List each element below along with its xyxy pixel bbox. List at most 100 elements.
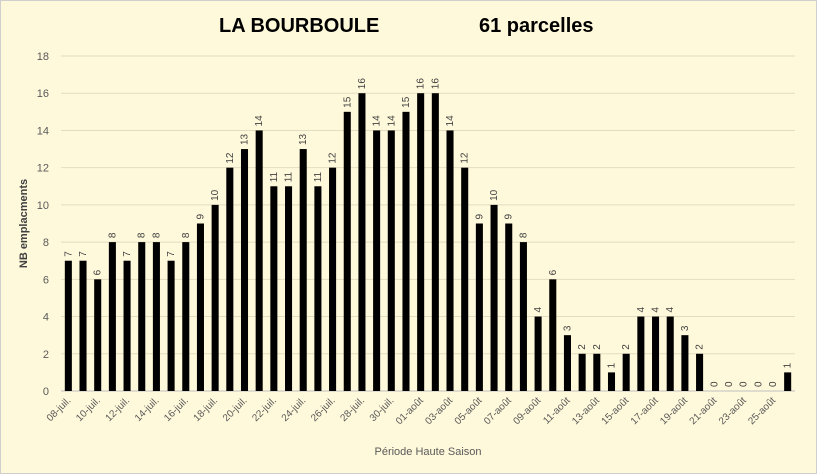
bar	[358, 93, 366, 391]
x-tick-label: 23-août	[717, 395, 749, 427]
bar	[505, 223, 513, 391]
x-tick-label: 21-août	[688, 395, 720, 427]
bar	[285, 186, 293, 391]
data-label: 11	[269, 171, 280, 182]
bar	[167, 260, 175, 391]
bar	[519, 242, 527, 391]
bar	[549, 279, 557, 391]
y-tick-label: 14	[37, 125, 49, 137]
x-tick-label: 13-août	[570, 395, 602, 427]
bar	[152, 242, 160, 391]
data-label: 16	[357, 78, 368, 90]
data-label: 11	[284, 171, 295, 182]
y-tick-label: 6	[43, 274, 49, 286]
data-label: 6	[93, 269, 104, 275]
data-label: 15	[401, 96, 412, 108]
bar	[329, 167, 337, 391]
data-label: 1	[607, 362, 618, 368]
data-label: 8	[137, 232, 148, 238]
data-label: 12	[328, 152, 339, 164]
y-axis-title: NB emplacments	[18, 179, 30, 268]
bar	[417, 93, 425, 391]
data-label: 14	[254, 115, 265, 127]
x-tick-label: 01-août	[394, 395, 426, 427]
data-label: 9	[474, 214, 485, 220]
data-label: 14	[386, 115, 397, 127]
x-tick-label: 16-juil.	[162, 395, 191, 424]
x-axis-ticks: 08-juil. 10-juil. 12-juil. 14-juil. 16-juil.…	[45, 395, 778, 427]
x-tick-label: 17-août	[629, 395, 661, 427]
data-label: 6	[548, 269, 559, 275]
data-label: 2	[577, 344, 588, 350]
bar	[402, 111, 410, 391]
x-tick-label: 19-août	[658, 395, 690, 427]
x-tick-label: 28-juil.	[338, 395, 367, 424]
x-tick-label: 08-juil.	[45, 395, 74, 424]
bar	[64, 260, 72, 391]
y-tick-label: 16	[37, 88, 49, 100]
data-label: 10	[489, 189, 500, 201]
x-tick-label: 22-juil.	[250, 395, 279, 424]
data-label: 4	[636, 307, 647, 313]
x-tick-label: 03-août	[423, 395, 455, 427]
x-tick-label: 30-juil.	[368, 395, 397, 424]
y-axis-ticks: 0 2 4 6 8 10 12 14 16 18	[37, 51, 49, 398]
bar	[373, 130, 381, 391]
data-label: 0	[709, 381, 720, 387]
data-label: 15	[342, 96, 353, 108]
data-label: 2	[621, 344, 632, 350]
bar	[211, 204, 219, 391]
chart-subtitle: 61 parcelles	[479, 15, 594, 37]
data-label: 13	[298, 133, 309, 145]
data-label: 14	[372, 115, 383, 127]
bar	[681, 335, 689, 391]
data-label: 3	[680, 325, 691, 331]
bar	[607, 372, 616, 391]
bar	[475, 223, 483, 391]
y-tick-label: 0	[43, 386, 49, 398]
data-label: 4	[665, 307, 676, 313]
x-tick-label: 14-juil.	[133, 395, 162, 424]
y-tick-label: 18	[37, 51, 49, 63]
bar	[270, 186, 278, 391]
chart-title: LA BOURBOULE	[219, 15, 380, 37]
data-label: 9	[504, 214, 515, 220]
bar	[138, 242, 146, 391]
x-tick-label: 20-juil.	[221, 395, 250, 424]
bar	[622, 353, 630, 391]
bar	[108, 242, 116, 391]
data-label: 9	[195, 214, 206, 220]
x-axis-title: Période Haute Saison	[374, 446, 481, 458]
data-label: 7	[63, 251, 74, 257]
x-tick-label: 11-août	[541, 395, 572, 426]
data-label: 0	[724, 381, 735, 387]
x-tick-label: 07-août	[482, 395, 514, 427]
bar	[666, 316, 674, 391]
bar	[563, 335, 571, 391]
bar	[784, 372, 792, 391]
data-label: 7	[78, 251, 89, 257]
bar	[343, 111, 351, 391]
data-label: 8	[107, 232, 118, 238]
x-tick-label: 24-juil.	[280, 395, 309, 424]
x-tick-label: 09-août	[511, 395, 543, 427]
data-label: 8	[518, 232, 529, 238]
data-label: 7	[166, 251, 177, 257]
bar	[461, 167, 469, 391]
y-tick-label: 12	[37, 163, 49, 175]
x-tick-label: 18-juil.	[192, 395, 221, 424]
y-tick-label: 4	[43, 312, 49, 324]
bar	[255, 130, 263, 391]
data-label: 0	[753, 381, 764, 387]
data-label: 4	[651, 307, 662, 313]
bar	[299, 149, 307, 391]
bar	[637, 316, 645, 391]
data-label: 2	[695, 344, 706, 350]
data-label: 14	[445, 115, 456, 127]
bar	[696, 353, 704, 391]
bar	[534, 316, 542, 391]
bar	[593, 353, 601, 391]
data-label: 7	[122, 251, 133, 257]
